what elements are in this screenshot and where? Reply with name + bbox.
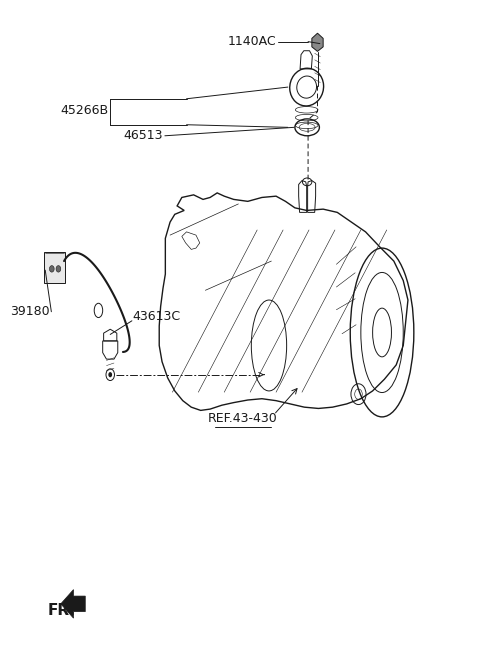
Circle shape: [108, 372, 112, 378]
Polygon shape: [61, 589, 85, 618]
Text: 45266B: 45266B: [60, 104, 109, 117]
Polygon shape: [312, 33, 323, 52]
FancyBboxPatch shape: [44, 252, 65, 283]
Text: 46513: 46513: [123, 129, 163, 142]
Circle shape: [56, 265, 61, 272]
Text: FR.: FR.: [48, 603, 75, 618]
Text: 43613C: 43613C: [132, 310, 180, 323]
Circle shape: [49, 265, 54, 272]
Text: 39180: 39180: [10, 305, 50, 318]
Text: 1140AC: 1140AC: [228, 35, 276, 48]
Text: REF.43-430: REF.43-430: [208, 411, 278, 424]
